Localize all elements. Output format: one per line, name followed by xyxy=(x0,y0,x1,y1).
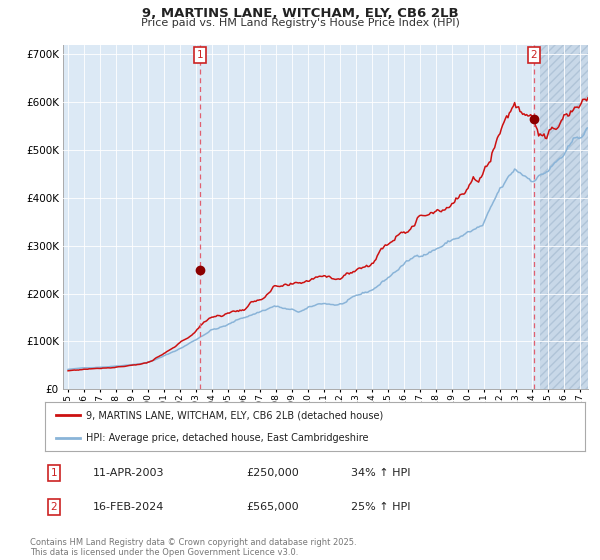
Text: £250,000: £250,000 xyxy=(246,468,299,478)
Text: 25% ↑ HPI: 25% ↑ HPI xyxy=(351,502,410,512)
Text: 2: 2 xyxy=(50,502,58,512)
Text: 16-FEB-2024: 16-FEB-2024 xyxy=(93,502,164,512)
Text: £565,000: £565,000 xyxy=(246,502,299,512)
Bar xyxy=(540,45,588,389)
Bar xyxy=(540,45,588,389)
Text: Contains HM Land Registry data © Crown copyright and database right 2025.
This d: Contains HM Land Registry data © Crown c… xyxy=(30,538,356,557)
Text: Price paid vs. HM Land Registry's House Price Index (HPI): Price paid vs. HM Land Registry's House … xyxy=(140,18,460,29)
Text: 2: 2 xyxy=(530,50,537,60)
Text: 1: 1 xyxy=(50,468,58,478)
Text: 34% ↑ HPI: 34% ↑ HPI xyxy=(351,468,410,478)
Text: 9, MARTINS LANE, WITCHAM, ELY, CB6 2LB: 9, MARTINS LANE, WITCHAM, ELY, CB6 2LB xyxy=(142,7,458,20)
Text: HPI: Average price, detached house, East Cambridgeshire: HPI: Average price, detached house, East… xyxy=(86,433,368,444)
Text: 1: 1 xyxy=(197,50,203,60)
Text: 9, MARTINS LANE, WITCHAM, ELY, CB6 2LB (detached house): 9, MARTINS LANE, WITCHAM, ELY, CB6 2LB (… xyxy=(86,410,383,421)
Text: 11-APR-2003: 11-APR-2003 xyxy=(93,468,164,478)
